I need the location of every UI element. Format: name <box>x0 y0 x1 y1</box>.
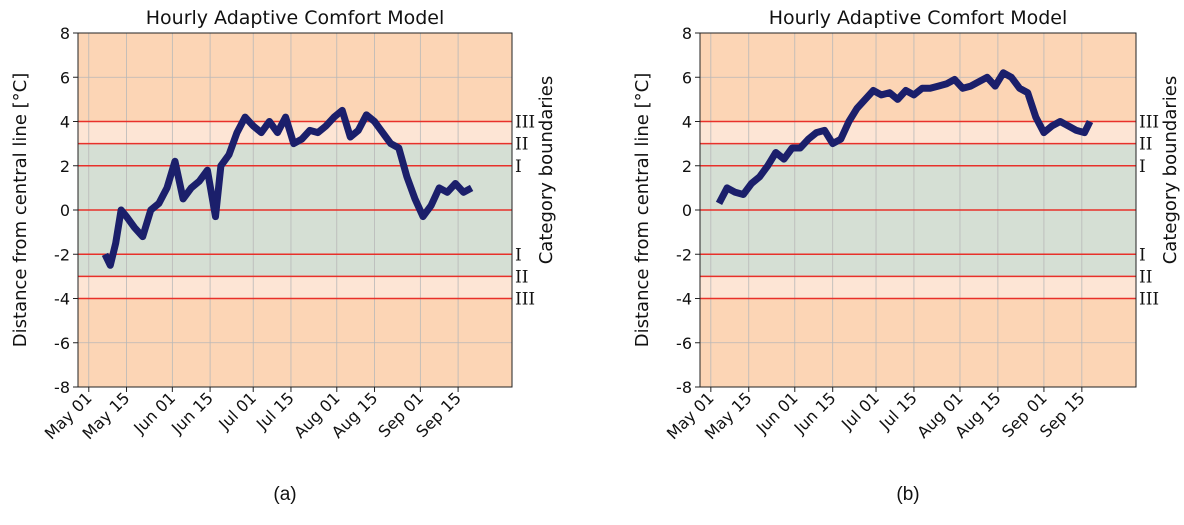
y-tick-label: 8 <box>60 24 70 43</box>
boundary-label: III <box>1139 290 1159 310</box>
y-tick-label: 0 <box>60 201 70 220</box>
y-tick-label: -6 <box>54 334 70 353</box>
caption: (a) <box>273 484 296 505</box>
y-tick-label: -6 <box>676 334 692 353</box>
y-tick-label: 6 <box>60 68 70 87</box>
chart-title: Hourly Adaptive Comfort Model <box>146 7 445 29</box>
chart-title: Hourly Adaptive Comfort Model <box>769 7 1068 29</box>
x-tick-label: Jul 01 <box>214 388 260 434</box>
y-tick-label: 6 <box>682 68 692 87</box>
y-tick-label: 4 <box>682 113 692 132</box>
y-tick-label: 0 <box>682 201 692 220</box>
y-tick-label: -4 <box>676 290 692 309</box>
x-tick-label: Jun 15 <box>167 388 217 438</box>
y-axis-label: Distance from central line [°C] <box>632 73 653 347</box>
y2-axis-label: Category boundaries <box>536 76 557 265</box>
boundary-label: I <box>515 245 522 265</box>
y-tick-label: 2 <box>682 157 692 176</box>
boundary-label: I <box>1139 157 1146 177</box>
x-tick-label: Jun 01 <box>129 388 179 438</box>
boundary-label: II <box>1139 267 1152 287</box>
data-line <box>715 69 1094 206</box>
y-tick-label: 2 <box>60 157 70 176</box>
y-tick-label: -2 <box>54 245 70 264</box>
y-tick-label: -8 <box>54 378 70 397</box>
boundary-label: III <box>1139 113 1159 133</box>
y2-axis-label: Category boundaries <box>1160 76 1181 265</box>
y-tick-label: 4 <box>60 113 70 132</box>
boundary-label: II <box>515 135 528 155</box>
y-tick-label: 8 <box>682 24 692 43</box>
comfort-zone <box>700 276 1136 299</box>
y-tick-label: -8 <box>676 378 692 397</box>
x-tick-label: Jun 15 <box>790 388 840 438</box>
boundary-label: I <box>515 157 522 177</box>
y-tick-label: -2 <box>676 245 692 264</box>
boundary-label: III <box>515 113 535 133</box>
boundary-label: III <box>515 290 535 310</box>
boundary-label: I <box>1139 245 1146 265</box>
boundary-label: II <box>1139 135 1152 155</box>
y-tick-label: -4 <box>54 290 70 309</box>
x-tick-label: Jun 01 <box>752 388 802 438</box>
comfort-zone <box>78 276 512 299</box>
caption: (b) <box>896 484 919 505</box>
boundary-label: II <box>515 267 528 287</box>
data-line <box>101 106 474 269</box>
x-tick-label: Jul 01 <box>837 388 883 434</box>
comfort-zone <box>78 121 512 144</box>
y-axis-label: Distance from central line [°C] <box>10 73 31 347</box>
